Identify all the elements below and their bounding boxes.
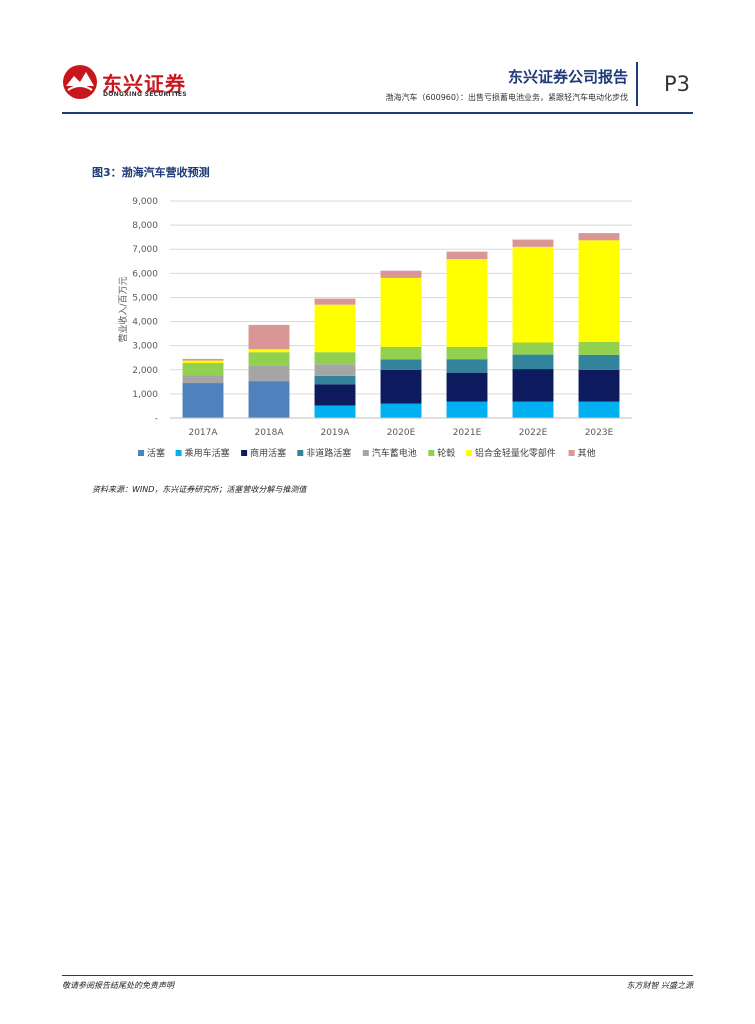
bar-segment bbox=[578, 233, 620, 241]
y-tick-label: - bbox=[155, 414, 158, 424]
header-divider bbox=[636, 62, 638, 106]
figure-title: 图3：渤海汽车营收预测 bbox=[92, 166, 210, 179]
y-tick-label: 4,000 bbox=[132, 318, 158, 328]
bar-segment bbox=[248, 349, 290, 353]
x-tick-label: 2023E bbox=[585, 428, 614, 438]
x-tick-label: 2018A bbox=[254, 428, 284, 438]
legend-swatch bbox=[297, 450, 304, 456]
footer-disclaimer: 敬请参阅报告结尾处的免责声明 bbox=[62, 981, 174, 990]
x-tick-label: 2022E bbox=[519, 428, 548, 438]
bar-segment bbox=[578, 354, 620, 370]
x-tick-label: 2021E bbox=[453, 428, 482, 438]
bar-segment bbox=[248, 365, 290, 382]
bar-segment bbox=[314, 352, 356, 365]
bar-segment bbox=[248, 324, 290, 350]
bar-segment bbox=[314, 375, 356, 385]
bar-segment bbox=[578, 341, 620, 355]
legend-label: 汽车蓄电池 bbox=[372, 447, 417, 459]
bar-segment bbox=[446, 372, 488, 402]
revenue-forecast-chart: - 1,000 2,000 3,000 4,000 5,000 6,000 7,000 8,00… bbox=[117, 197, 632, 459]
figure-source: 资料来源：WIND，东兴证券研究所；活塞营收分解与推测值 bbox=[92, 485, 307, 494]
bar-segment bbox=[446, 251, 488, 260]
bar-segment bbox=[182, 363, 224, 376]
bar-segment bbox=[182, 358, 224, 361]
y-axis-label: 营业收入/百万元 bbox=[117, 276, 129, 342]
bar-segment bbox=[578, 240, 620, 342]
legend-label: 商用活塞 bbox=[250, 447, 286, 459]
bar-segment bbox=[446, 259, 488, 347]
legend-swatch bbox=[362, 450, 369, 456]
legend-label: 其他 bbox=[578, 447, 596, 459]
y-tick-label: 2,000 bbox=[132, 366, 158, 376]
legend-label: 铝合金轻量化零部件 bbox=[475, 447, 556, 459]
bar-segment bbox=[182, 383, 224, 418]
legend-swatch bbox=[568, 450, 575, 456]
legend-label: 轮毂 bbox=[437, 447, 455, 459]
y-tick-label: 1,000 bbox=[132, 390, 158, 400]
bar-segment bbox=[512, 401, 554, 418]
y-tick-label: 3,000 bbox=[132, 342, 158, 352]
page-header: 东兴证券 DONGXING SECURITIES 东兴证券公司报告 渤海汽车（6… bbox=[0, 0, 755, 118]
bar-segment bbox=[446, 359, 488, 373]
y-tick-label: 7,000 bbox=[132, 245, 158, 255]
x-tick-label: 2017A bbox=[188, 428, 218, 438]
logo-text-cn: 东兴证券 bbox=[102, 72, 186, 96]
legend-swatch bbox=[428, 450, 435, 456]
bar-segment bbox=[512, 369, 554, 402]
bar-segment bbox=[578, 401, 620, 418]
legend-swatch bbox=[175, 450, 182, 456]
bar-segment bbox=[380, 346, 422, 360]
bar-segment bbox=[578, 369, 620, 402]
legend-label: 乘用车活塞 bbox=[185, 447, 230, 459]
report-subtitle: 渤海汽车（600960）：出售亏损蓄电池业务，紧跟轻汽车电动化步伐 bbox=[385, 93, 628, 102]
logo-text-en: DONGXING SECURITIES bbox=[103, 91, 187, 98]
y-tick-label: 5,000 bbox=[132, 293, 158, 303]
bar-segment bbox=[380, 270, 422, 278]
bar-segment bbox=[182, 375, 224, 384]
bar-segment bbox=[380, 277, 422, 347]
y-tick-label: 8,000 bbox=[132, 221, 158, 231]
x-tick-label: 2020E bbox=[387, 428, 416, 438]
legend-swatch bbox=[138, 450, 144, 456]
dongxing-logo-icon bbox=[63, 65, 97, 99]
footer-rule bbox=[62, 975, 693, 976]
x-tick-label: 2019A bbox=[320, 428, 350, 438]
legend-swatch bbox=[465, 450, 472, 456]
bar-segment bbox=[380, 403, 422, 418]
bar-segment bbox=[512, 246, 554, 343]
bar-segment bbox=[512, 239, 554, 247]
header-rule bbox=[62, 112, 693, 114]
bar-segment bbox=[314, 304, 356, 353]
company-logo: 东兴证券 DONGXING SECURITIES bbox=[62, 62, 192, 106]
bar-segment bbox=[446, 401, 488, 418]
bar-segment bbox=[512, 342, 554, 355]
bar-segment bbox=[248, 381, 290, 418]
footer-slogan: 东方财智 兴盛之源 bbox=[626, 981, 693, 990]
legend-swatch bbox=[241, 450, 248, 456]
bar-segment bbox=[446, 346, 488, 360]
bar-segment bbox=[314, 364, 356, 376]
bar-segment bbox=[380, 359, 422, 370]
bar-segment bbox=[314, 405, 356, 418]
legend-label: 非道路活塞 bbox=[306, 447, 351, 459]
bar-segment bbox=[248, 352, 290, 366]
y-tick-label: 6,000 bbox=[132, 269, 158, 279]
legend-label: 活塞 bbox=[147, 447, 165, 459]
report-title: 东兴证券公司报告 bbox=[507, 68, 628, 86]
page-number: P3 bbox=[664, 72, 691, 96]
y-tick-label: 9,000 bbox=[132, 197, 158, 207]
bar-segment bbox=[314, 384, 356, 406]
bar-segment bbox=[380, 369, 422, 404]
bar-segment bbox=[182, 360, 224, 364]
bar-segment bbox=[512, 354, 554, 370]
bar-segment bbox=[314, 298, 356, 305]
